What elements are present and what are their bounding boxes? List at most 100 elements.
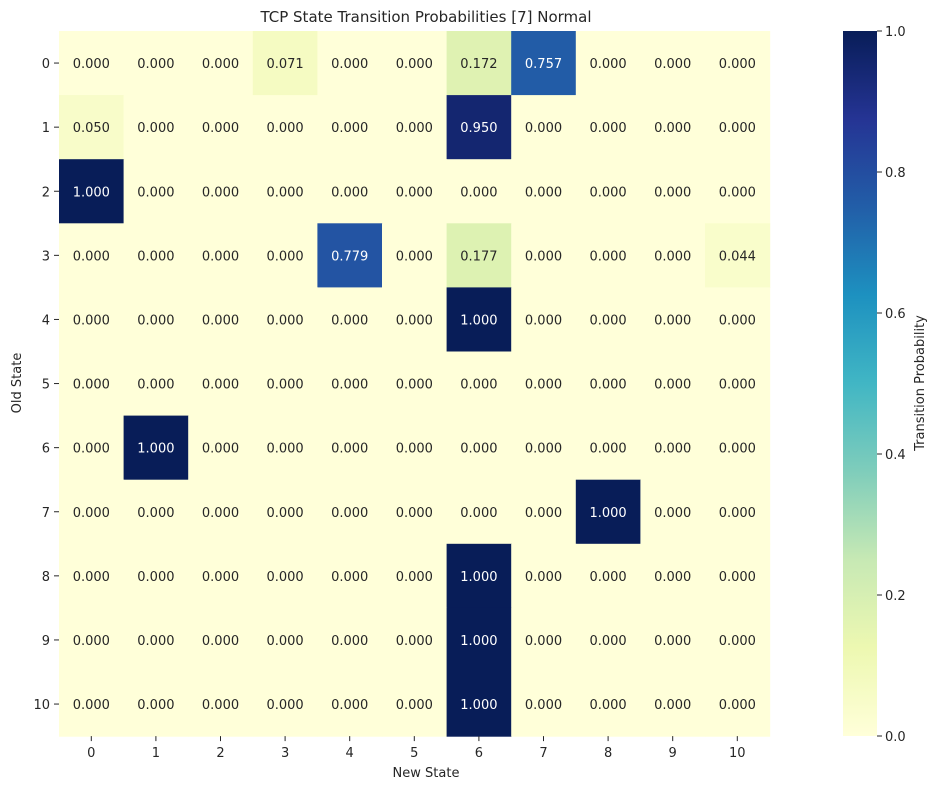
heatmap-cell bbox=[446, 287, 512, 353]
cell-value-label: 0.000 bbox=[396, 634, 433, 649]
heatmap-cell bbox=[705, 543, 771, 609]
heatmap-cell bbox=[382, 607, 448, 673]
cell-value-label: 0.000 bbox=[331, 313, 368, 328]
cell-value-label: 0.000 bbox=[719, 506, 756, 521]
cell-value-label: 0.000 bbox=[525, 698, 562, 713]
cell-value-label: 0.000 bbox=[137, 698, 174, 713]
heatmap-cell bbox=[59, 223, 125, 288]
heatmap-cell bbox=[382, 543, 448, 609]
cell-value-label: 0.000 bbox=[525, 570, 562, 585]
heatmap-cell bbox=[640, 415, 706, 481]
cell-value-label: 0.000 bbox=[589, 634, 626, 649]
heatmap-cell bbox=[317, 95, 383, 160]
heatmap-cell bbox=[705, 672, 771, 737]
x-tick-label: 1 bbox=[152, 746, 160, 761]
heatmap-cell bbox=[511, 31, 577, 96]
cell-value-label: 0.000 bbox=[73, 570, 110, 585]
heatmap-cell bbox=[188, 672, 254, 737]
y-tick-label: 6 bbox=[42, 442, 50, 457]
heatmap-cell bbox=[382, 95, 448, 160]
heatmap-cell bbox=[188, 159, 254, 224]
heatmap-cell bbox=[446, 31, 512, 96]
cell-value-label: 0.000 bbox=[589, 185, 626, 200]
heatmap-cell bbox=[59, 31, 125, 96]
cell-value-label: 0.000 bbox=[331, 570, 368, 585]
heatmap-cell bbox=[188, 415, 254, 481]
heatmap-cell bbox=[446, 607, 512, 673]
cell-value-label: 0.000 bbox=[266, 121, 303, 136]
heatmap-cell bbox=[252, 415, 318, 481]
heatmap-cell bbox=[575, 672, 641, 737]
cell-value-label: 0.000 bbox=[137, 378, 174, 393]
cell-value-label: 0.000 bbox=[654, 57, 691, 72]
heatmap-cell bbox=[511, 479, 577, 545]
cell-value-label: 0.000 bbox=[719, 442, 756, 457]
x-tick-label: 6 bbox=[475, 746, 483, 761]
heatmap-cell bbox=[252, 543, 318, 609]
heatmap-cell bbox=[252, 223, 318, 288]
heatmap-cell bbox=[252, 672, 318, 737]
cell-value-label: 0.000 bbox=[396, 57, 433, 72]
heatmap-cell bbox=[188, 95, 254, 160]
cell-value-label: 0.000 bbox=[73, 442, 110, 457]
heatmap-cell bbox=[317, 415, 383, 481]
heatmap-cell bbox=[575, 159, 641, 224]
heatmap-cell bbox=[446, 159, 512, 224]
cell-value-label: 0.000 bbox=[73, 506, 110, 521]
cell-value-label: 0.000 bbox=[396, 185, 433, 200]
heatmap-cell-labels: 0.000 0.000 0.000 0.071 0.000 0.000 0.172 0.757… bbox=[73, 57, 756, 713]
heatmap-cell bbox=[705, 479, 771, 545]
cell-value-label: 0.000 bbox=[266, 634, 303, 649]
cell-value-label: 0.000 bbox=[266, 313, 303, 328]
x-tick-label: 10 bbox=[729, 746, 746, 761]
y-axis-ticks: 0 1 2 3 4 5 6 7 8 9 10 bbox=[33, 57, 59, 713]
cell-value-label: 0.000 bbox=[396, 570, 433, 585]
cell-value-label: 1.000 bbox=[73, 185, 110, 200]
x-axis-ticks: 0 1 2 3 4 5 6 7 8 9 10 bbox=[87, 736, 746, 761]
cell-value-label: 0.000 bbox=[719, 570, 756, 585]
cell-value-label: 0.000 bbox=[202, 442, 239, 457]
heatmap-cell bbox=[511, 543, 577, 609]
heatmap-cell bbox=[188, 607, 254, 673]
cell-value-label: 0.000 bbox=[202, 57, 239, 72]
cell-value-label: 0.000 bbox=[589, 378, 626, 393]
colorbar-tick-label: 1.0 bbox=[885, 25, 906, 40]
heatmap-cell bbox=[123, 223, 189, 288]
cell-value-label: 0.000 bbox=[202, 698, 239, 713]
heatmap-cell bbox=[123, 479, 189, 545]
y-tick-label: 4 bbox=[42, 313, 50, 328]
heatmap-cell bbox=[575, 607, 641, 673]
heatmap-cell bbox=[59, 607, 125, 673]
colorbar-label: Transition Probability bbox=[913, 315, 928, 452]
cell-value-label: 0.000 bbox=[654, 698, 691, 713]
y-axis-title: Old State bbox=[10, 353, 25, 414]
heatmap-cell bbox=[59, 287, 125, 353]
heatmap-cell bbox=[123, 672, 189, 737]
heatmap-cell bbox=[317, 223, 383, 288]
heatmap-cell bbox=[382, 287, 448, 353]
x-tick-label: 4 bbox=[346, 746, 354, 761]
cell-value-label: 0.000 bbox=[331, 442, 368, 457]
cell-value-label: 0.000 bbox=[654, 506, 691, 521]
cell-value-label: 0.000 bbox=[719, 634, 756, 649]
cell-value-label: 0.000 bbox=[460, 185, 497, 200]
heatmap-cell bbox=[705, 607, 771, 673]
heatmap-cell bbox=[575, 31, 641, 96]
heatmap-cell bbox=[382, 159, 448, 224]
heatmap-cell bbox=[446, 543, 512, 609]
heatmap-cell bbox=[317, 672, 383, 737]
heatmap-cell bbox=[382, 31, 448, 96]
heatmap-cell bbox=[446, 672, 512, 737]
cell-value-label: 0.000 bbox=[719, 121, 756, 136]
cell-value-label: 0.000 bbox=[73, 313, 110, 328]
cell-value-label: 0.044 bbox=[719, 249, 756, 264]
y-tick-label: 8 bbox=[42, 570, 50, 585]
heatmap-cell bbox=[640, 159, 706, 224]
x-tick-label: 9 bbox=[669, 746, 677, 761]
heatmap-cell bbox=[252, 159, 318, 224]
heatmap-cell bbox=[252, 287, 318, 353]
cell-value-label: 0.000 bbox=[589, 121, 626, 136]
heatmap-cell bbox=[188, 543, 254, 609]
cell-value-label: 0.000 bbox=[589, 57, 626, 72]
